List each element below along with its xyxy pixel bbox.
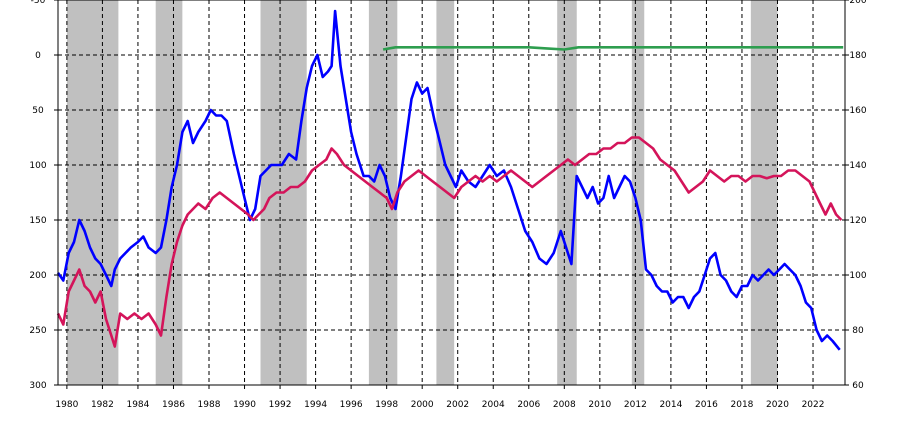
left-tick-label-100: 100 bbox=[29, 161, 46, 171]
left-tick-label-250: 250 bbox=[29, 326, 46, 336]
x-axis-ticks: 1980 1982 1984 1986 1988 1990 1992 1994 1996 1998… bbox=[55, 385, 824, 410]
x-tick-label-2018: 2018 bbox=[731, 400, 754, 410]
left-tick-label-200: 200 bbox=[29, 271, 46, 281]
x-tick-label-2008: 2008 bbox=[553, 400, 576, 410]
x-tick-label-1984: 1984 bbox=[126, 400, 149, 410]
right-tick-label-140: 140 bbox=[849, 161, 866, 171]
x-tick-label-1996: 1996 bbox=[340, 400, 363, 410]
left-tick-label-150: 150 bbox=[29, 216, 46, 226]
series-line-red bbox=[56, 136, 843, 348]
series-line-green bbox=[382, 45, 844, 51]
recession-shading bbox=[66, 0, 778, 385]
left-tick-label-50: 50 bbox=[32, 106, 44, 116]
x-tick-label-1994: 1994 bbox=[304, 400, 327, 410]
right-tick-label-80: 80 bbox=[852, 326, 864, 336]
x-tick-label-2014: 2014 bbox=[659, 400, 682, 410]
left-tick-label--50: -50 bbox=[31, 0, 46, 6]
x-tick-label-1998: 1998 bbox=[375, 400, 398, 410]
x-tick-label-2000: 2000 bbox=[411, 400, 434, 410]
x-tick-label-1980: 1980 bbox=[55, 400, 78, 410]
right-tick-label-200: 200 bbox=[849, 0, 866, 6]
x-tick-label-2020: 2020 bbox=[766, 400, 789, 410]
shaded-period-7 bbox=[750, 0, 778, 385]
x-tick-label-2012: 2012 bbox=[624, 400, 647, 410]
shaded-period-5 bbox=[557, 0, 577, 385]
x-tick-label-1992: 1992 bbox=[269, 400, 292, 410]
series-lines bbox=[56, 9, 844, 351]
right-tick-label-120: 120 bbox=[849, 216, 866, 226]
x-tick-label-1986: 1986 bbox=[162, 400, 185, 410]
shaded-period-1 bbox=[155, 0, 183, 385]
shaded-period-3 bbox=[368, 0, 398, 385]
right-tick-label-180: 180 bbox=[849, 51, 866, 61]
x-tick-label-1988: 1988 bbox=[198, 400, 221, 410]
right-tick-label-160: 160 bbox=[849, 106, 866, 116]
x-tick-label-1982: 1982 bbox=[91, 400, 114, 410]
right-tick-label-100: 100 bbox=[849, 271, 866, 281]
x-tick-label-1990: 1990 bbox=[233, 400, 256, 410]
left-tick-label-300: 300 bbox=[29, 381, 46, 391]
x-tick-label-2002: 2002 bbox=[446, 400, 469, 410]
shaded-period-0 bbox=[66, 0, 119, 385]
x-tick-label-2016: 2016 bbox=[695, 400, 718, 410]
left-axis-ticks: -50 0 50 100 150 200 250 300 bbox=[29, 0, 58, 391]
series-line-blue bbox=[56, 9, 841, 351]
x-tick-label-2022: 2022 bbox=[802, 400, 825, 410]
x-tick-label-2010: 2010 bbox=[588, 400, 611, 410]
x-tick-label-2004: 2004 bbox=[482, 400, 505, 410]
x-tick-label-2006: 2006 bbox=[517, 400, 540, 410]
right-axis-ticks: 60 80 100 120 140 160 180 200 bbox=[845, 0, 867, 391]
plot-frame bbox=[57, 0, 846, 386]
right-tick-label-60: 60 bbox=[852, 381, 864, 391]
left-tick-label-0: 0 bbox=[35, 51, 41, 61]
